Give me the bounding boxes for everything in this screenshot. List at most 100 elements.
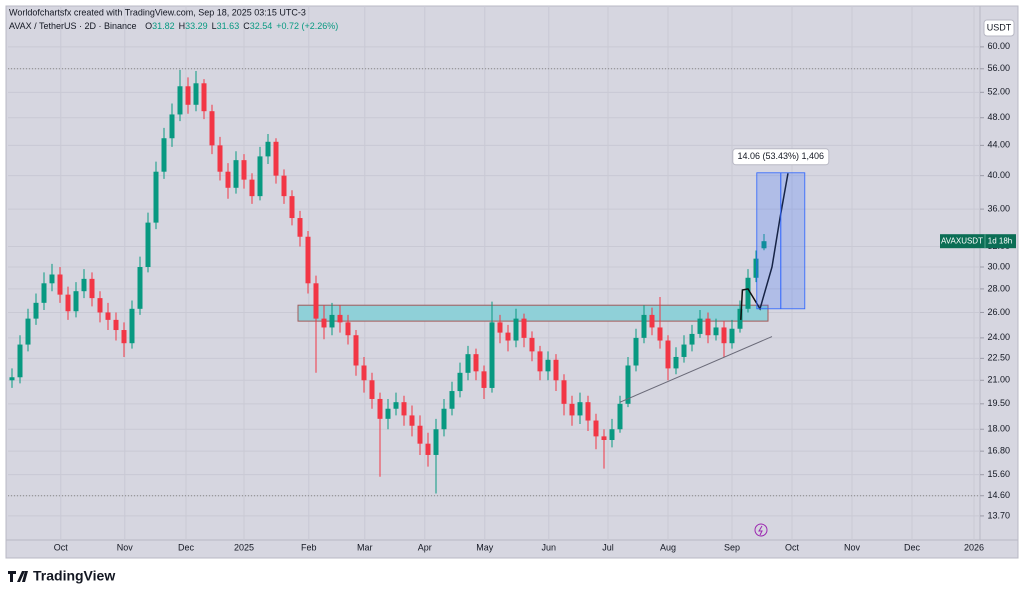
- unit-box: [983, 19, 1015, 37]
- candle-body: [25, 318, 31, 345]
- y-tick-label: 40.00: [987, 170, 1010, 180]
- x-tick-label: Feb: [301, 542, 317, 552]
- ohlc-prefix: C: [243, 21, 250, 31]
- measure-label-box: [732, 148, 830, 166]
- candle-body: [137, 267, 143, 309]
- candle-body: [81, 278, 87, 292]
- candle-body: [33, 302, 39, 319]
- candle-body: [401, 402, 407, 416]
- measure-label: 14.06 (53.43%) 1,406: [738, 151, 825, 161]
- candle-body: [585, 402, 591, 421]
- x-tick-label: Jul: [602, 542, 614, 552]
- candle-body: [633, 337, 639, 366]
- change: +0.72 (+2.26%): [276, 21, 338, 31]
- candle-body: [529, 337, 535, 352]
- alert-icon: [754, 523, 768, 537]
- candle-body: [705, 318, 711, 336]
- y-tick-label: 19.50: [987, 398, 1010, 408]
- candle-body: [577, 402, 583, 416]
- candle-body: [537, 351, 543, 372]
- x-tick-label: Jun: [542, 542, 557, 552]
- candle-body: [297, 218, 303, 237]
- y-tick-label: 48.00: [987, 112, 1010, 122]
- y-tick-label: 16.80: [987, 446, 1010, 456]
- candle-body: [753, 258, 759, 278]
- y-tick-label: 21.00: [987, 375, 1010, 385]
- candle-body: [513, 318, 519, 341]
- candle-body: [265, 141, 271, 157]
- candle-body: [505, 332, 511, 341]
- candle-body: [161, 138, 167, 172]
- y-tick-label: 36.00: [987, 203, 1010, 213]
- candle-body: [593, 420, 599, 437]
- candle-body: [145, 222, 151, 268]
- legend: AVAX / TetherUS · 2D · Binance O31.82 H33…: [9, 21, 338, 31]
- candle-body: [281, 175, 287, 197]
- candle-body: [65, 294, 71, 312]
- candle-body: [489, 322, 495, 388]
- candle-body: [41, 283, 47, 303]
- ohlc-value: 32.54: [250, 21, 273, 31]
- candle-body: [73, 291, 79, 312]
- candle-body: [625, 365, 631, 404]
- x-tick-label: Dec: [178, 542, 195, 552]
- candle-body: [313, 283, 319, 319]
- candle-body: [89, 278, 95, 299]
- candle-body: [121, 330, 127, 344]
- candle-body: [225, 171, 231, 188]
- y-tick-label: 22.50: [987, 353, 1010, 363]
- y-tick-label: 44.00: [987, 140, 1010, 150]
- candle-body: [361, 365, 367, 381]
- candle-body: [249, 179, 255, 197]
- brand-logo: [8, 571, 28, 582]
- candle-body: [609, 429, 615, 441]
- candle-body: [193, 83, 199, 105]
- y-tick-label: 26.00: [987, 307, 1010, 317]
- candle-body: [729, 328, 735, 344]
- ohlc-prefix: L: [212, 21, 217, 31]
- candle-body: [321, 318, 327, 328]
- x-tick-label: Oct: [54, 542, 69, 552]
- candle-body: [641, 314, 647, 338]
- candle-body: [553, 359, 559, 381]
- candle-body: [345, 322, 351, 336]
- x-tick-label: May: [476, 542, 494, 552]
- candle-body: [129, 308, 135, 344]
- candle-body: [209, 111, 215, 146]
- candle-body: [713, 327, 719, 336]
- candle-body: [681, 344, 687, 357]
- marks: [9, 69, 806, 494]
- y-tick-label: 52.00: [987, 87, 1010, 97]
- candle-body: [97, 298, 103, 313]
- candle-body: [185, 86, 191, 105]
- candle-body: [105, 312, 111, 320]
- candle-body: [369, 380, 375, 399]
- candle-body: [353, 335, 359, 366]
- candle-body: [689, 333, 695, 345]
- candle-body: [257, 156, 263, 197]
- candle-body: [289, 196, 295, 219]
- ohlc-value: 31.63: [217, 21, 240, 31]
- candle-body: [569, 403, 575, 416]
- candle-body: [433, 429, 439, 455]
- candle-body: [169, 114, 175, 139]
- chart-panel: [5, 5, 1019, 559]
- x-tick-label: 2025: [234, 542, 254, 552]
- y-tick-label: 60.00: [987, 41, 1010, 51]
- candle-body: [273, 141, 279, 176]
- tag-symbol: AVAXUSDT: [941, 236, 983, 245]
- candle-body: [49, 274, 55, 284]
- candle-body: [17, 344, 23, 378]
- candle-body: [153, 171, 159, 223]
- candle-body: [473, 354, 479, 372]
- candle-body: [481, 371, 487, 388]
- trendline: [619, 336, 773, 403]
- candle-body: [425, 443, 431, 455]
- candle-body: [9, 377, 15, 381]
- candle-body: [217, 145, 223, 172]
- ohlc-value: 33.29: [185, 21, 208, 31]
- y-tick-label: 18.00: [987, 424, 1010, 434]
- candle-body: [521, 318, 527, 338]
- candle-body: [337, 314, 343, 323]
- candle-body: [329, 314, 335, 328]
